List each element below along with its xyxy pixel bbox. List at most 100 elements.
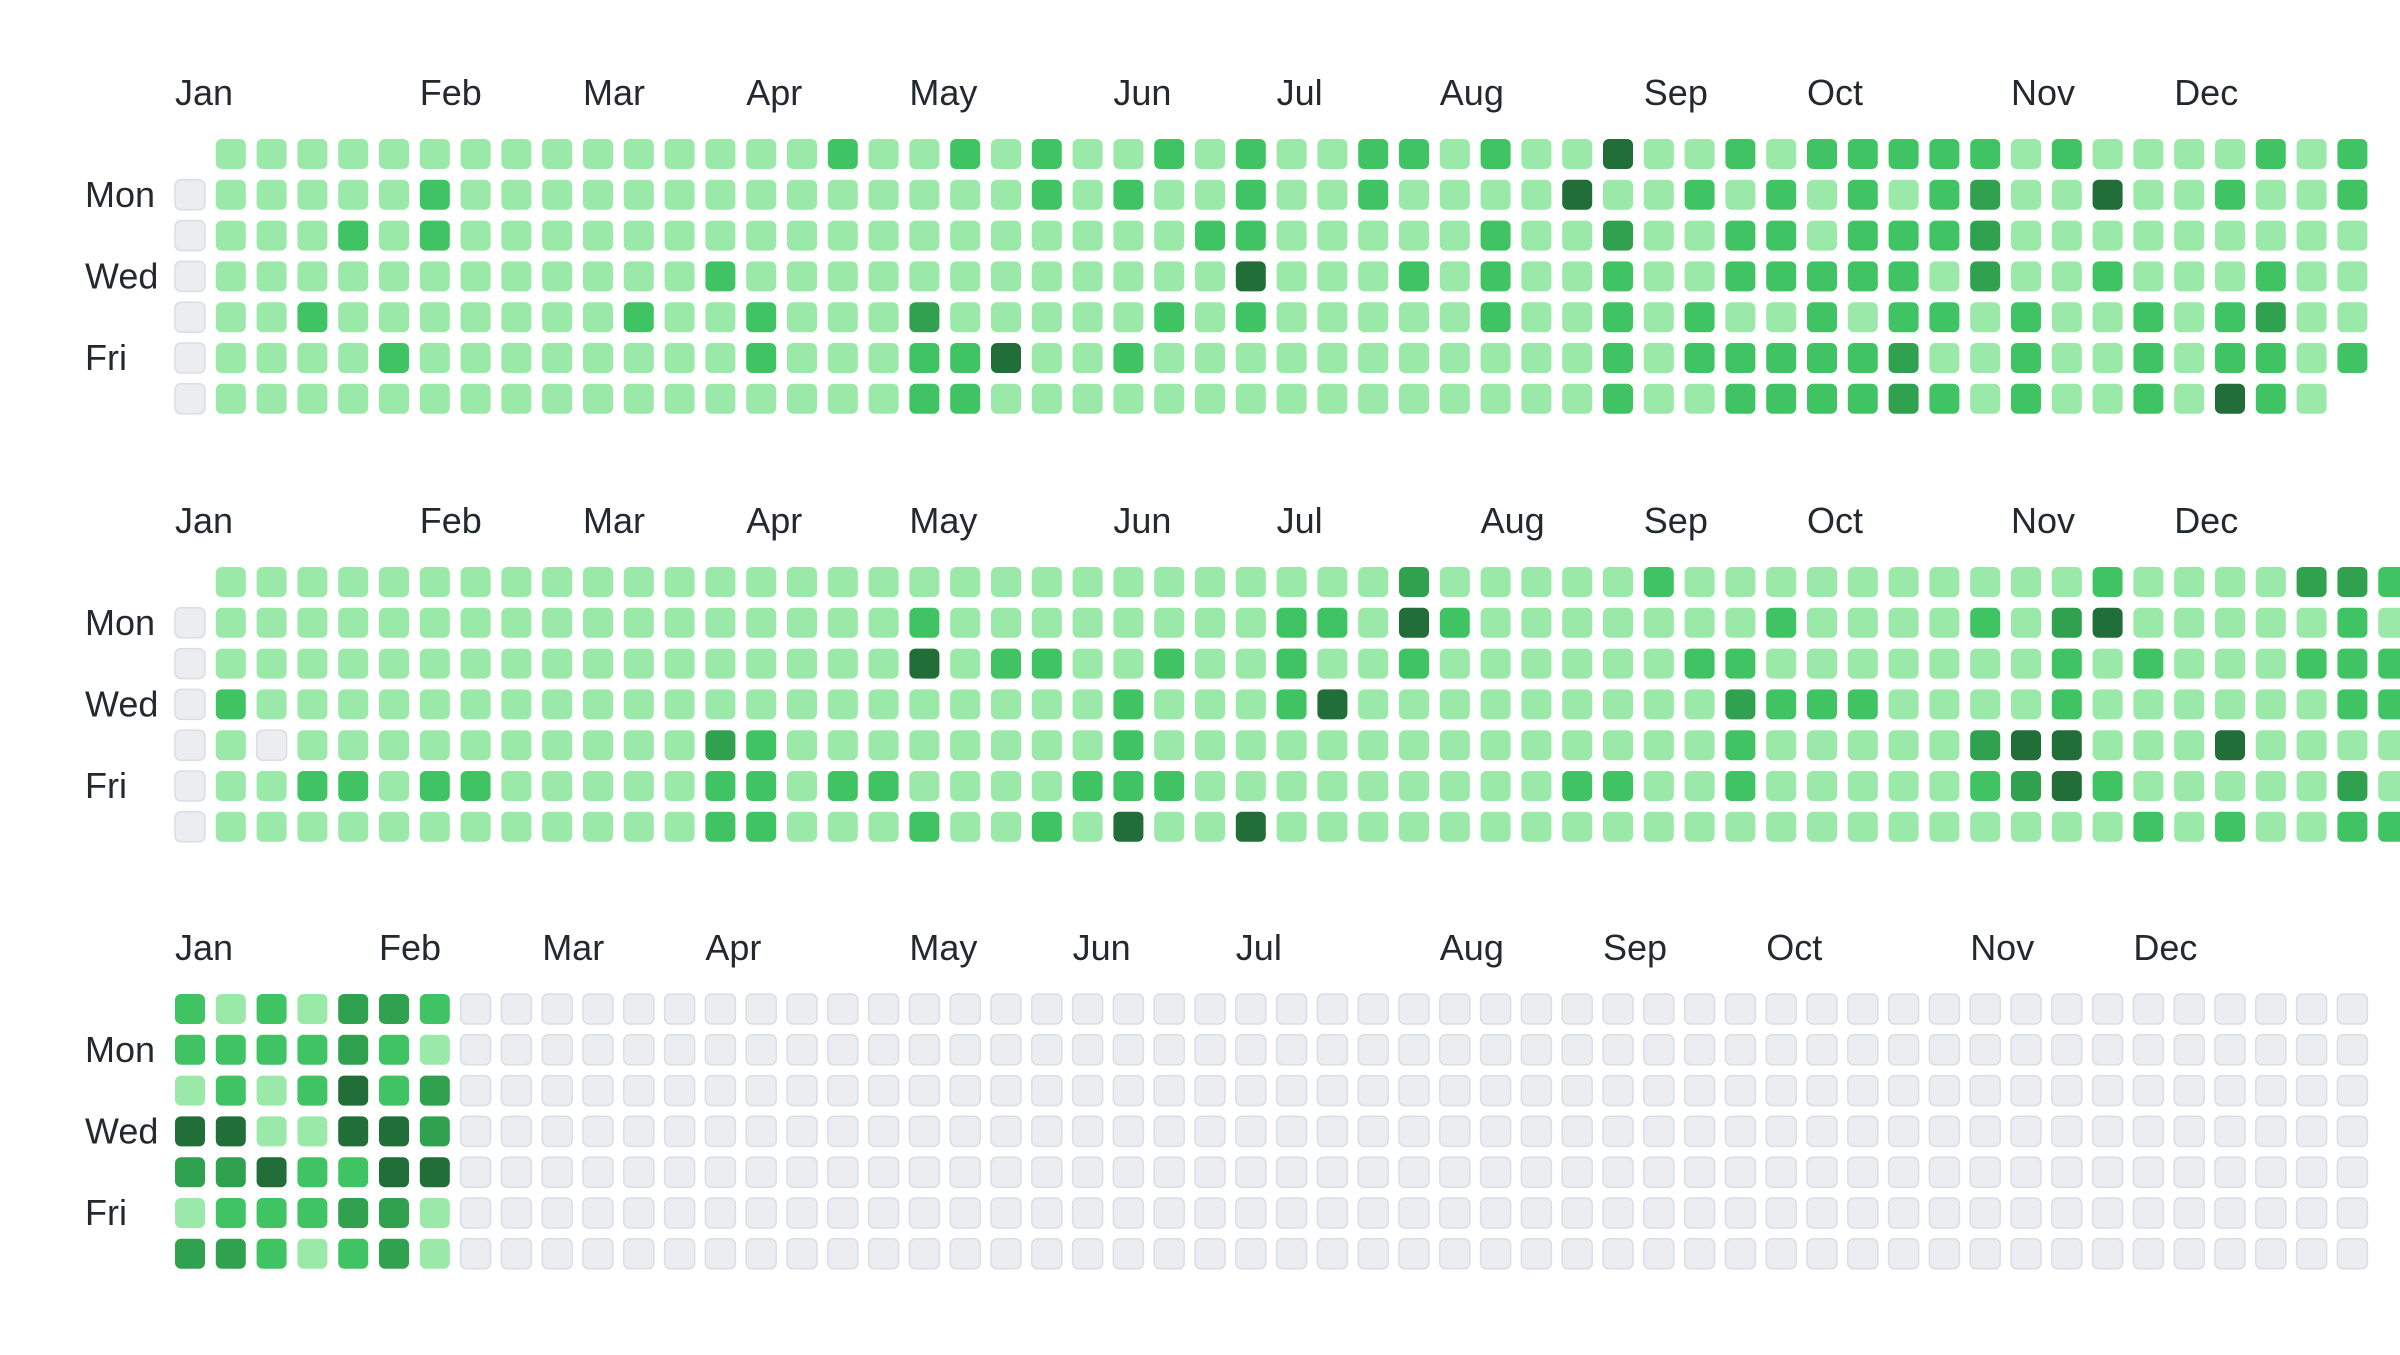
day-cell xyxy=(1439,993,1471,1025)
day-cell xyxy=(1113,648,1144,679)
day-cell xyxy=(1970,648,2001,679)
day-cell xyxy=(2214,1197,2246,1229)
day-cell xyxy=(1439,648,1470,679)
day-cell xyxy=(990,1238,1022,1270)
day-cell xyxy=(745,1197,777,1229)
day-cell xyxy=(2255,1156,2287,1188)
day-cell xyxy=(338,302,369,333)
day-cell xyxy=(215,1157,246,1188)
day-cell xyxy=(379,220,409,251)
day-cell xyxy=(419,1238,450,1269)
day-cell xyxy=(2011,383,2041,414)
day-cell xyxy=(419,730,450,761)
day-cell xyxy=(1195,811,1225,842)
day-cell xyxy=(501,689,532,720)
day-cell xyxy=(664,343,695,373)
day-cell xyxy=(2214,1156,2246,1188)
day-cell xyxy=(1235,220,1266,251)
day-cell xyxy=(1562,567,1593,597)
day-cell xyxy=(1970,689,2001,720)
day-cell xyxy=(909,730,940,761)
day-cell xyxy=(623,811,654,842)
day-cell xyxy=(2133,302,2164,333)
day-cell xyxy=(174,179,206,211)
day-cell xyxy=(1317,567,1348,597)
day-cell xyxy=(1275,1034,1308,1066)
day-cell xyxy=(2255,771,2286,801)
day-cell xyxy=(1358,811,1389,842)
day-cell xyxy=(1806,1238,1838,1270)
day-cell xyxy=(1399,771,1429,801)
day-cell xyxy=(1807,220,1837,251)
day-cell xyxy=(868,261,899,292)
day-cell xyxy=(1521,648,1552,679)
day-cell xyxy=(1317,771,1348,801)
day-cell xyxy=(1888,771,1919,801)
day-cell xyxy=(746,730,777,761)
day-cell xyxy=(2011,648,2041,679)
day-cell xyxy=(379,383,409,414)
day-cell xyxy=(2092,648,2123,679)
day-cell xyxy=(1847,730,1878,761)
day-cell xyxy=(1970,771,2001,801)
month-label: Dec xyxy=(2174,72,2238,113)
day-cell xyxy=(542,811,573,842)
day-cell xyxy=(704,1115,737,1148)
day-cell xyxy=(1602,1034,1634,1066)
day-cell xyxy=(1970,302,2001,333)
day-cell xyxy=(1520,1197,1553,1229)
day-cell xyxy=(867,1238,900,1270)
day-cell xyxy=(1112,1197,1145,1229)
day-cell xyxy=(2214,1115,2246,1148)
day-cell xyxy=(255,729,288,761)
day-cell xyxy=(379,302,409,333)
day-cell xyxy=(1399,567,1429,597)
day-cell xyxy=(2378,607,2400,638)
day-cell xyxy=(2092,343,2123,373)
month-label: Nov xyxy=(2011,72,2075,113)
day-cell xyxy=(663,1197,696,1229)
day-cell xyxy=(1725,567,1756,597)
day-cell xyxy=(1031,1074,1063,1107)
day-cell xyxy=(950,567,981,597)
day-cell xyxy=(1683,1238,1716,1270)
month-label: Jul xyxy=(1236,927,1282,968)
day-cell xyxy=(2337,567,2368,597)
day-cell xyxy=(379,994,409,1024)
day-cell xyxy=(1766,811,1797,842)
day-cell xyxy=(2295,1238,2328,1270)
day-cell xyxy=(2174,567,2205,597)
day-cell xyxy=(256,607,287,638)
month-label: Mar xyxy=(542,927,604,968)
day-cell xyxy=(1683,1156,1716,1188)
day-cell xyxy=(2092,383,2123,414)
day-cell xyxy=(379,1157,409,1188)
day-cell xyxy=(1235,730,1266,761)
day-cell xyxy=(1358,383,1389,414)
day-cell xyxy=(1195,567,1225,597)
day-cell xyxy=(950,179,981,210)
day-cell xyxy=(1765,1197,1797,1229)
day-cell xyxy=(1072,811,1103,842)
day-cell xyxy=(2174,648,2205,679)
day-cell xyxy=(1562,139,1593,169)
day-cell xyxy=(2174,220,2205,251)
day-cell xyxy=(2051,343,2082,373)
day-cell xyxy=(1235,1197,1267,1229)
day-cell xyxy=(1479,993,1512,1025)
day-cell xyxy=(175,994,205,1024)
month-label: Feb xyxy=(379,927,441,968)
day-cell xyxy=(2255,1115,2287,1148)
day-cell xyxy=(827,343,858,373)
day-cell xyxy=(338,220,369,251)
day-cell xyxy=(2051,730,2082,761)
day-cell xyxy=(2174,179,2205,210)
day-cell xyxy=(1603,383,1633,414)
day-cell xyxy=(827,383,858,414)
day-cell xyxy=(1195,689,1225,720)
day-cell xyxy=(1317,179,1348,210)
day-cell xyxy=(1154,811,1185,842)
day-cell xyxy=(1235,139,1266,169)
day-cell xyxy=(1643,343,1674,373)
day-cell xyxy=(2337,607,2368,638)
